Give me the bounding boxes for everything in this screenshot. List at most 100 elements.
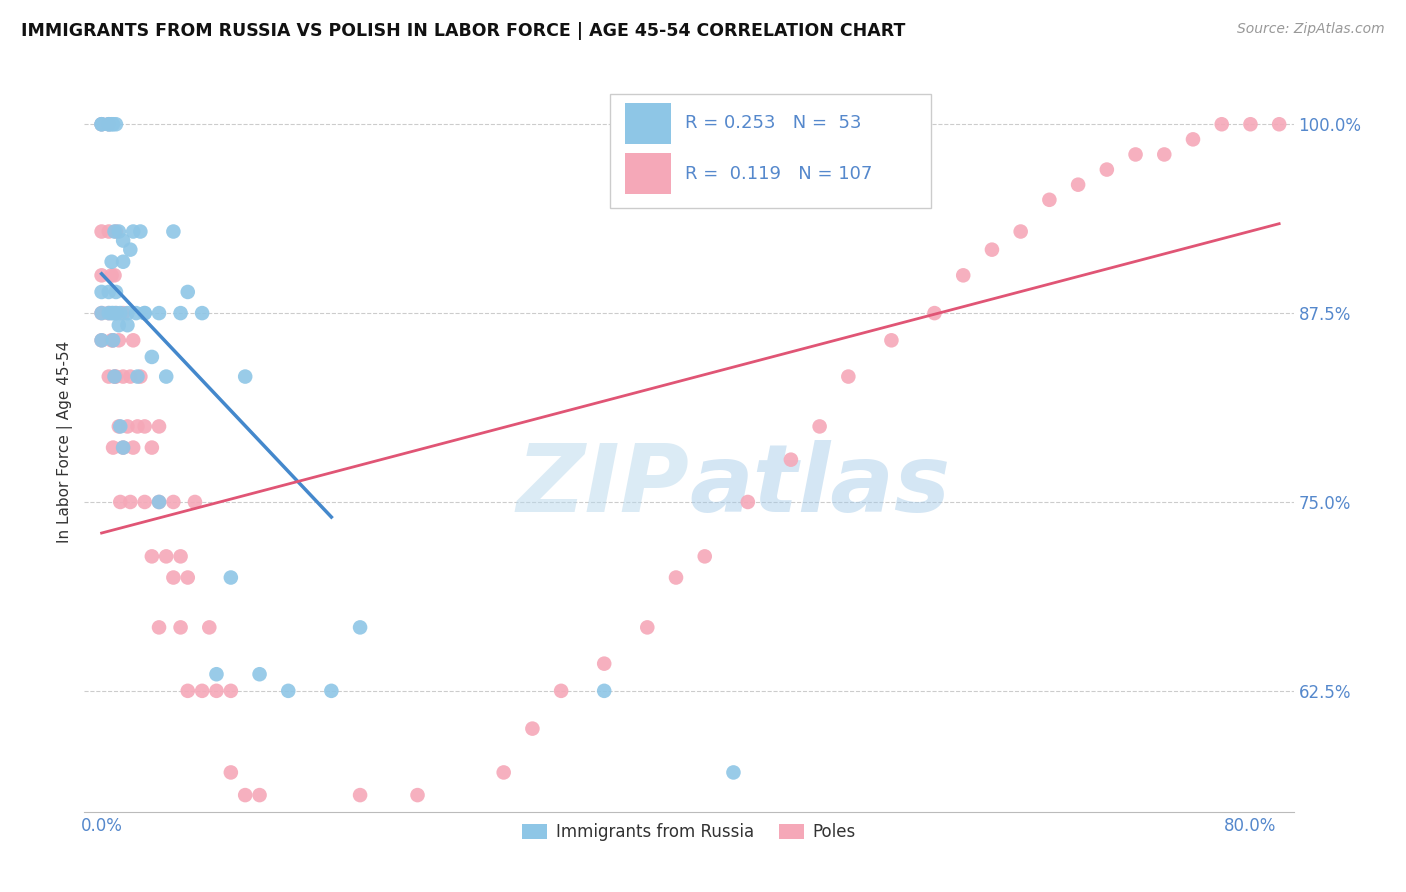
Point xyxy=(110,306,132,320)
Point xyxy=(169,306,191,320)
Point xyxy=(263,872,285,887)
Point xyxy=(249,667,271,681)
Point xyxy=(104,306,127,320)
Point xyxy=(321,683,343,698)
Point xyxy=(90,334,112,348)
Point xyxy=(112,369,135,384)
Point xyxy=(837,369,859,384)
Text: Source: ZipAtlas.com: Source: ZipAtlas.com xyxy=(1237,22,1385,37)
Point xyxy=(1067,178,1090,192)
Point xyxy=(177,683,200,698)
Point xyxy=(122,334,145,348)
Point xyxy=(110,495,132,509)
Point xyxy=(349,620,371,634)
Point xyxy=(1182,132,1205,146)
Point xyxy=(593,657,616,671)
Point xyxy=(148,306,170,320)
Point xyxy=(104,117,127,131)
Point xyxy=(1125,147,1147,161)
Point xyxy=(148,495,170,509)
Point xyxy=(97,306,120,320)
Point xyxy=(291,872,314,887)
Text: R = 0.253   N =  53: R = 0.253 N = 53 xyxy=(685,114,862,132)
Point xyxy=(97,117,120,131)
Point xyxy=(103,369,125,384)
Point xyxy=(112,441,135,455)
Point xyxy=(184,495,207,509)
Point xyxy=(120,495,142,509)
Point xyxy=(141,549,163,564)
FancyBboxPatch shape xyxy=(610,94,931,209)
Point xyxy=(100,254,122,268)
Point xyxy=(191,683,214,698)
Point xyxy=(522,722,544,736)
Point xyxy=(90,225,112,239)
Point xyxy=(117,419,139,434)
Point xyxy=(97,285,120,299)
Point xyxy=(219,570,242,584)
Point xyxy=(100,334,122,348)
Point xyxy=(103,225,125,239)
Point xyxy=(103,369,125,384)
Point xyxy=(97,306,120,320)
Text: ZIP: ZIP xyxy=(516,440,689,532)
Point xyxy=(305,872,328,887)
Point xyxy=(100,306,122,320)
Point xyxy=(120,369,142,384)
Point xyxy=(122,225,145,239)
Point xyxy=(104,285,127,299)
Point xyxy=(134,306,156,320)
Point xyxy=(134,306,156,320)
Point xyxy=(1038,193,1060,207)
Point xyxy=(1268,117,1291,131)
Point xyxy=(148,495,170,509)
Point xyxy=(148,620,170,634)
Point xyxy=(155,549,177,564)
Point xyxy=(198,620,221,634)
Point xyxy=(112,441,135,455)
Point xyxy=(134,419,156,434)
Point xyxy=(90,117,112,131)
Point xyxy=(127,369,149,384)
Point xyxy=(117,306,139,320)
Point xyxy=(141,350,163,364)
Point xyxy=(110,419,132,434)
Point xyxy=(277,872,299,887)
Point xyxy=(108,419,131,434)
Point xyxy=(177,570,200,584)
Point xyxy=(97,369,120,384)
Point xyxy=(981,243,1004,257)
Text: IMMIGRANTS FROM RUSSIA VS POLISH IN LABOR FORCE | AGE 45-54 CORRELATION CHART: IMMIGRANTS FROM RUSSIA VS POLISH IN LABO… xyxy=(21,22,905,40)
Point xyxy=(122,441,145,455)
Point xyxy=(101,117,124,131)
Point xyxy=(108,334,131,348)
Legend: Immigrants from Russia, Poles: Immigrants from Russia, Poles xyxy=(516,816,862,847)
Point xyxy=(723,765,745,780)
Point xyxy=(155,369,177,384)
Point xyxy=(205,683,228,698)
Point xyxy=(108,318,131,333)
Point xyxy=(406,788,429,802)
Point xyxy=(737,495,759,509)
Point xyxy=(492,765,515,780)
Point xyxy=(90,268,112,283)
Bar xyxy=(624,153,671,194)
Point xyxy=(219,683,242,698)
Point xyxy=(141,441,163,455)
Point xyxy=(378,872,401,887)
Point xyxy=(780,452,803,467)
Point xyxy=(880,334,903,348)
Point xyxy=(103,268,125,283)
Point xyxy=(169,620,191,634)
Point xyxy=(134,495,156,509)
Point xyxy=(808,419,831,434)
Point xyxy=(162,570,184,584)
Point xyxy=(104,306,127,320)
Point xyxy=(104,225,127,239)
Point xyxy=(162,495,184,509)
Point xyxy=(90,285,112,299)
Point xyxy=(112,306,135,320)
Point xyxy=(101,306,124,320)
Text: R =  0.119   N = 107: R = 0.119 N = 107 xyxy=(685,164,873,183)
Point xyxy=(636,620,658,634)
